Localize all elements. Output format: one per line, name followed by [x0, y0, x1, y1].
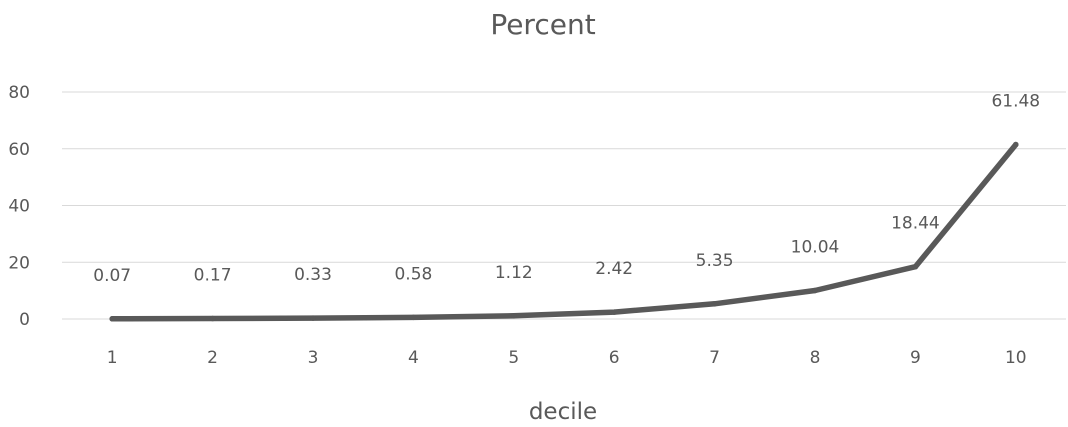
data-point	[912, 263, 919, 270]
x-tick-label: 9	[910, 348, 921, 368]
x-axis-title: decile	[529, 399, 597, 423]
data-point	[109, 316, 115, 322]
chart-title: Percent	[490, 8, 595, 41]
y-tick-label: 20	[8, 253, 30, 273]
data-label: 0.58	[394, 264, 432, 284]
x-tick-label: 5	[508, 348, 519, 368]
x-axis-tick-labels: 1 2 3 4 5 6 7 8 9 10	[107, 348, 1027, 368]
data-label: 0.07	[93, 266, 131, 286]
y-tick-label: 60	[8, 140, 30, 160]
data-point	[209, 315, 216, 322]
data-label: 10.04	[791, 238, 840, 258]
data-point	[410, 314, 417, 321]
data-point	[511, 313, 517, 319]
series-line	[109, 141, 1019, 322]
x-tick-label: 4	[408, 348, 419, 368]
data-label: 5.35	[696, 251, 734, 271]
data-label: 2.42	[595, 259, 633, 279]
data-label: 1.12	[495, 263, 533, 283]
data-label: 18.44	[891, 214, 940, 234]
x-tick-label: 10	[1005, 348, 1027, 368]
x-tick-label: 1	[107, 348, 118, 368]
data-label: 0.17	[194, 266, 232, 286]
data-label: 0.33	[294, 265, 332, 285]
series-layer	[109, 141, 1019, 322]
x-tick-label: 3	[308, 348, 319, 368]
data-point	[611, 309, 617, 315]
data-point	[711, 301, 718, 307]
y-tick-label: 0	[19, 310, 30, 330]
data-label: 61.48	[991, 92, 1040, 112]
data-point	[310, 315, 316, 321]
x-tick-label: 7	[709, 348, 720, 368]
y-axis-tick-labels: 0 20 40 60 80	[8, 83, 30, 330]
x-tick-label: 8	[810, 348, 821, 368]
gridlines	[62, 91, 1066, 320]
data-point	[812, 287, 818, 294]
y-tick-label: 80	[8, 83, 30, 103]
x-tick-label: 6	[609, 348, 620, 368]
data-point	[1013, 141, 1019, 148]
data-labels: 0.07 0.17 0.33 0.58 1.12 2.42 5.35 10.04 18.44 61…	[93, 92, 1040, 286]
x-tick-label: 2	[207, 348, 218, 368]
y-tick-label: 40	[8, 197, 30, 217]
